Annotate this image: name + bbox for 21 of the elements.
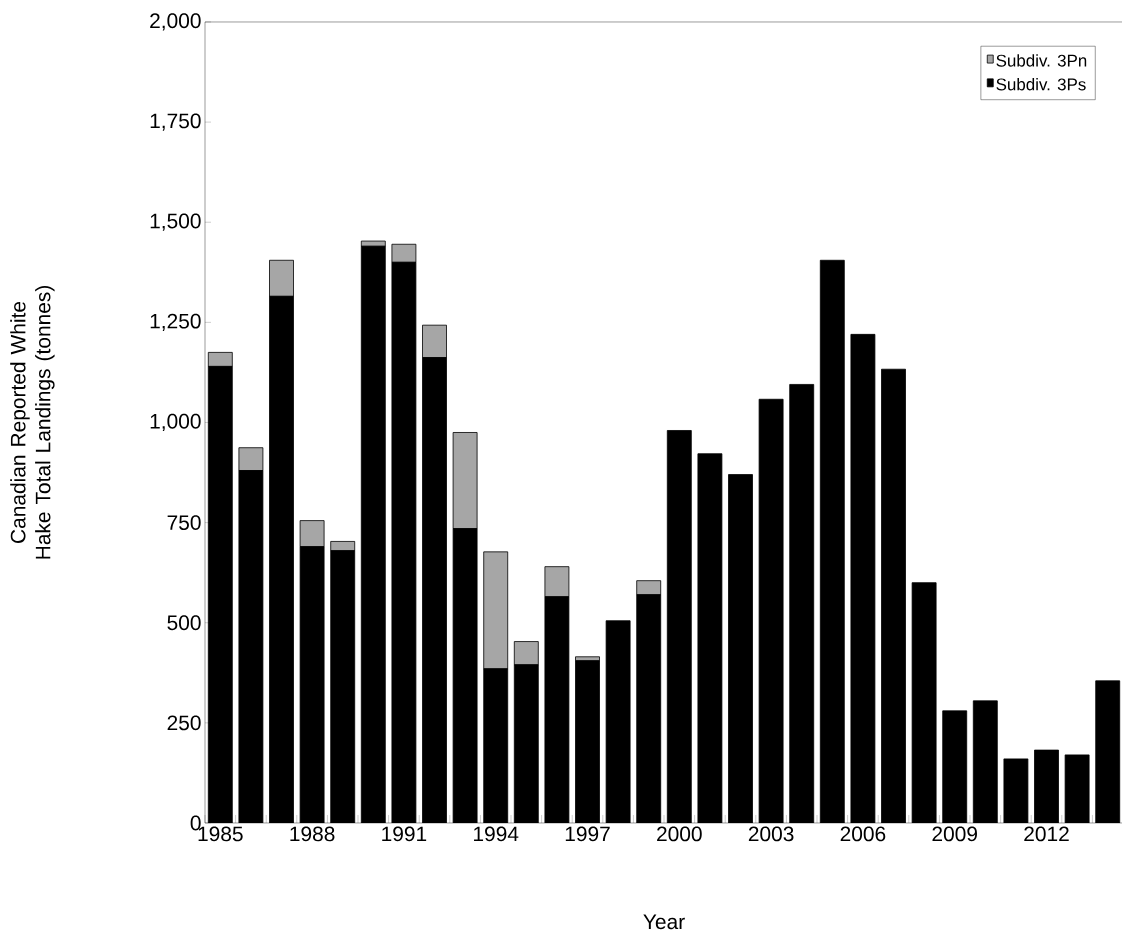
- y-tick-label: 750: [167, 515, 201, 531]
- legend-label: Subdiv. 3Pn: [996, 54, 1087, 67]
- y-tick-label: 500: [167, 615, 201, 631]
- y-tick-label: 1,750: [150, 113, 201, 131]
- legend-label: Subdiv. 3Ps: [996, 77, 1086, 91]
- x-tick-label: 2006: [840, 826, 886, 842]
- x-tick-label: 2000: [657, 826, 702, 842]
- y-tick-label: 2,000: [150, 13, 201, 31]
- x-tick-label: 1988: [290, 826, 335, 842]
- x-tick-label: 2012: [1024, 826, 1069, 842]
- x-tick-label: 2003: [748, 826, 794, 842]
- y-tick-label: 250: [167, 715, 201, 731]
- y-tick-label: 1,000: [150, 413, 201, 432]
- y-tick-label: 1,250: [150, 313, 201, 331]
- x-tick-label: 1997: [565, 826, 610, 842]
- y-tick-label: 1,500: [150, 213, 201, 231]
- y-axis-title: Canadian Reported White Hake Total Landings (tonnes): [10, 286, 55, 559]
- x-tick-label: 1991: [382, 826, 427, 842]
- x-axis-title: Year: [643, 914, 685, 930]
- x-tick-label: 2009: [932, 826, 977, 842]
- x-tick-label: 1994: [474, 826, 519, 842]
